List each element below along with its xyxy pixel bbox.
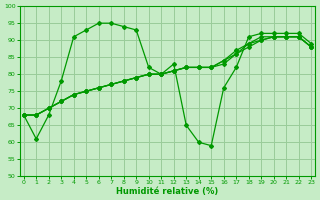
X-axis label: Humidité relative (%): Humidité relative (%) — [116, 187, 219, 196]
